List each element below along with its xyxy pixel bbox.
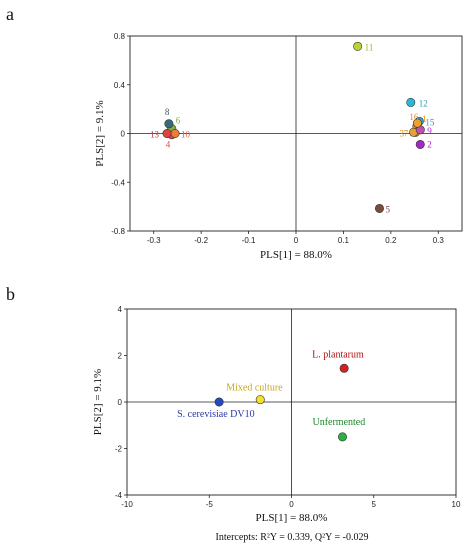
x-tick-label: -0.3 [147,236,161,245]
y-tick-label: 2 [118,352,123,361]
data-point-label: 2 [427,139,432,149]
y-tick-label: 4 [118,305,123,314]
y-tick-label: -0.4 [111,178,125,187]
y-tick-label: -2 [115,445,123,454]
data-point-label: 8 [165,107,170,117]
y-tick-label: -0.8 [111,227,125,236]
data-point-label: Unfermented [312,417,365,428]
x-tick-label: -5 [206,500,214,509]
data-point-label: 13 [150,130,160,140]
data-point-label: L. plantarum [312,349,364,360]
data-point [353,41,363,51]
data-point [339,363,349,373]
y-tick-label: 0 [121,130,126,139]
intercepts-caption: Intercepts: R²Y = 0.339, Q²Y = -0.029 [216,532,369,543]
data-point-label: 10 [181,130,191,140]
x-axis-label: PLS[1] = 88.0% [260,249,332,261]
y-tick-label: -4 [115,491,123,500]
data-point [164,119,174,129]
x-tick-label: 0.3 [433,236,445,245]
x-tick-label: -10 [121,500,133,509]
y-tick-label: 0.4 [114,81,126,90]
data-point-label: 11 [365,42,374,52]
data-point-label: 3 [400,128,405,138]
data-point [412,118,422,128]
panel-b-label: b [6,284,15,304]
panel-a-plot: -0.3 -0.2 -0.1 0 0.1 0.2 0.3 0.8 0.4 0 -0.4 -0.8 PLS… [94,32,463,261]
data-point [406,97,416,107]
y-axis-label: PLS[2] = 9.1% [92,369,104,435]
x-tick-label: 0.1 [338,236,350,245]
data-point-label: 4 [166,140,171,150]
data-point-label: 12 [419,98,428,108]
y-tick-label: 0.8 [114,32,126,41]
x-tick-label: 5 [372,500,377,509]
x-tick-label: 10 [452,500,461,509]
data-point [374,203,384,213]
data-point-label: 15 [425,117,435,127]
panel-a-label: a [6,4,14,24]
x-axis-label: PLS[1] = 88.0% [256,512,328,524]
data-point-label: Mixed culture [226,383,283,394]
data-point-label: 16 [409,112,419,122]
data-point-label: 5 [385,204,390,214]
data-point-label: S. cerevisiae DV10 [177,409,254,420]
x-tick-label: -0.1 [242,236,256,245]
x-tick-label: -0.2 [194,236,208,245]
data-point [162,129,172,139]
x-tick-label: 0.2 [385,236,397,245]
y-axis-label: PLS[2] = 9.1% [94,100,106,166]
data-point [214,397,224,407]
x-tick-label: 0 [294,236,299,245]
data-point [337,432,347,442]
data-point-label: 1 [422,114,427,124]
data-point-label: 6 [176,116,181,126]
y-tick-label: 0 [118,398,123,407]
data-point [415,139,425,149]
panel-b-plot: -10 -5 0 5 10 4 2 0 -2 -4 PLS[1] = 88.0% PLS[2] = 9… [92,305,461,524]
x-tick-label: 0 [289,500,294,509]
data-point [170,129,180,139]
data-point-label: 9 [427,126,432,136]
data-point [255,395,265,405]
data-point-label: 7 [404,128,409,138]
